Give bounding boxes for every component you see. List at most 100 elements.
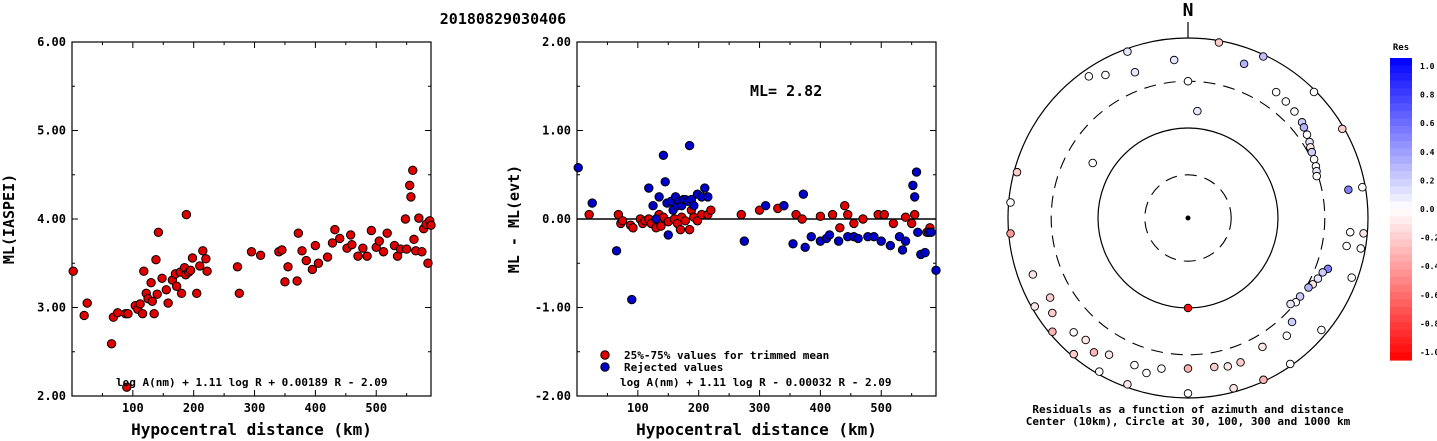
red-data-point [900, 212, 911, 222]
station-marker [1142, 368, 1151, 378]
colorbar-tick: 0.8 [1420, 91, 1435, 100]
red-data-point [797, 214, 807, 224]
red-data-point [858, 214, 868, 224]
station-marker [1285, 359, 1295, 369]
station-marker [1012, 167, 1022, 177]
red-data-point [232, 262, 243, 272]
station-marker [1271, 87, 1281, 97]
red-data-point [843, 209, 853, 220]
station-marker [1088, 158, 1097, 168]
red-data-point [310, 240, 321, 251]
red-data-point [181, 209, 192, 220]
blue-data-point [876, 236, 886, 246]
station-marker [1130, 67, 1140, 77]
blue-data-point [853, 233, 863, 244]
blue-data-point [689, 201, 699, 211]
station-marker [1081, 335, 1090, 345]
colorbar-segment [1390, 322, 1412, 331]
station-marker [1130, 360, 1139, 370]
station-marker [1183, 364, 1193, 373]
blue-data-point [920, 247, 930, 258]
x-tick-label: 100 [627, 401, 649, 415]
colorbar-segment [1390, 269, 1412, 278]
station-marker [1307, 147, 1317, 157]
station-marker [1317, 325, 1326, 335]
legend-label: Rejected values [624, 361, 723, 374]
red-data-point [201, 254, 211, 264]
red-data-point [382, 228, 392, 238]
x-tick-label: 300 [244, 401, 266, 415]
station-marker [1048, 327, 1057, 337]
colorbar-tick: -0.8 [1420, 319, 1437, 328]
station-marker [1045, 293, 1055, 302]
x-tick-label: 400 [305, 401, 327, 415]
colorbar-segment [1390, 156, 1412, 165]
red-data-point [123, 308, 133, 319]
colorbar-tick: 1.0 [1420, 62, 1435, 71]
colorbar-segment [1390, 344, 1412, 354]
station-marker [1006, 198, 1015, 207]
colorbar-segment [1390, 224, 1412, 233]
colorbar-segment [1390, 254, 1412, 263]
red-data-point [405, 180, 415, 191]
red-data-point [292, 276, 302, 286]
blue-data-point [660, 177, 670, 187]
station-marker [1084, 72, 1094, 81]
azimuth-residual-plot: N Residuals as a function of azimuth and … [1006, 0, 1369, 428]
station-marker [1259, 52, 1268, 61]
y-tick-label: 0.00 [542, 212, 571, 226]
red-data-point [280, 277, 290, 287]
red-data-point [617, 216, 628, 226]
station-marker [1101, 70, 1110, 80]
station-marker [1169, 55, 1179, 65]
red-data-point [400, 214, 411, 224]
y-tick-label: 5.00 [37, 124, 66, 138]
red-data-point [82, 298, 92, 308]
station-marker [1229, 383, 1238, 393]
red-data-point [353, 251, 363, 261]
y-tick-label: 3.00 [37, 301, 66, 315]
red-data-point [408, 165, 418, 176]
blue-data-point [908, 180, 918, 191]
red-data-point [879, 209, 889, 220]
colorbar-segment [1390, 314, 1412, 323]
red-data-point [192, 288, 202, 299]
colorbar-segment [1390, 209, 1412, 218]
station-marker [1342, 241, 1351, 251]
red-data-point [68, 266, 78, 276]
red-data-point [187, 253, 198, 263]
station-marker [1359, 229, 1368, 238]
ring-30km [1144, 174, 1232, 262]
blue-data-point [627, 294, 637, 305]
station-marker [1312, 171, 1321, 181]
y-tick-label: 2.00 [37, 389, 66, 403]
colorbar-segment [1390, 352, 1412, 361]
colorbar-segment [1390, 193, 1412, 203]
red-data-point [139, 266, 149, 276]
colorbar-segment [1390, 141, 1412, 150]
colorbar-segment [1390, 239, 1412, 248]
station-marker [1157, 364, 1166, 373]
station-marker [1210, 362, 1219, 372]
red-data-point [656, 221, 666, 231]
red-data-point [112, 308, 123, 318]
red-data-point [297, 246, 307, 256]
red-data-point [684, 224, 695, 235]
station-marker [1089, 348, 1099, 357]
blue-data-point [900, 236, 911, 246]
red-data-point [171, 281, 182, 291]
colorbar-segment [1390, 95, 1412, 104]
red-data-point [706, 205, 716, 215]
colorbar-segment [1390, 299, 1412, 308]
colorbar-segment [1390, 58, 1412, 67]
legend-marker [600, 362, 610, 372]
red-data-point [362, 251, 372, 261]
station-marker [1258, 342, 1267, 352]
x-tick-label: 400 [810, 401, 832, 415]
red-data-point [301, 255, 311, 266]
colorbar-segment [1390, 292, 1412, 301]
plot-frame [71, 41, 432, 397]
red-data-point [163, 298, 173, 308]
station-marker [1048, 308, 1057, 318]
blue-data-point [739, 236, 750, 246]
